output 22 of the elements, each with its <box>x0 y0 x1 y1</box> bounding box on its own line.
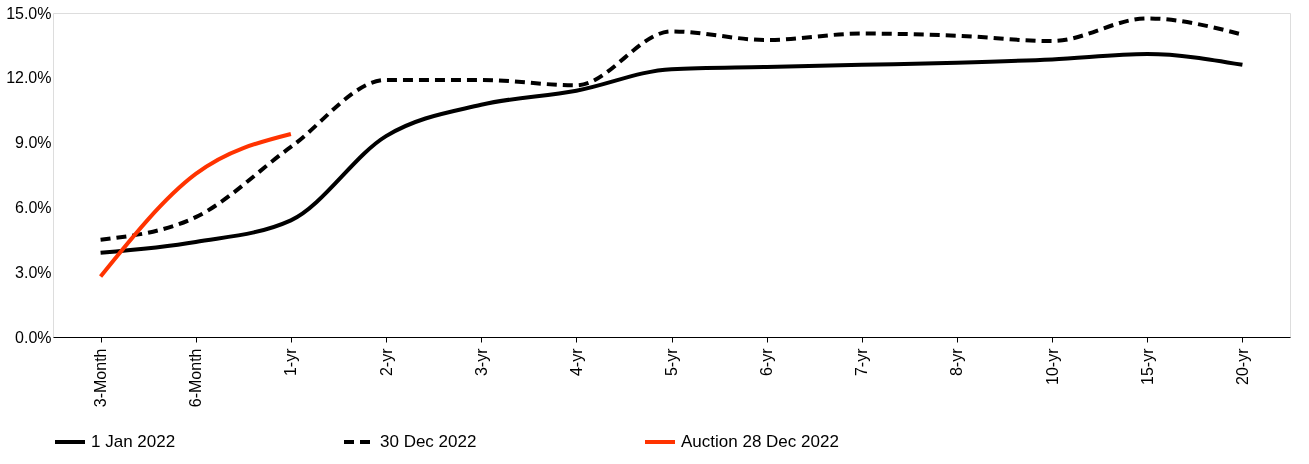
x-tick-label: 2-yr <box>377 347 395 377</box>
legend-label: Auction 28 Dec 2022 <box>681 432 839 451</box>
y-tick-label: 3.0% <box>15 263 52 281</box>
y-tick-label: 0.0% <box>15 328 52 346</box>
x-tick-label: 3-Month <box>92 348 110 408</box>
x-tick-label: 6-Month <box>187 348 205 408</box>
x-tick-label: 20-yr <box>1233 347 1251 385</box>
legend-label: 1 Jan 2022 <box>91 432 176 451</box>
x-tick-label: 15-yr <box>1138 347 1156 385</box>
x-tick-label: 4-yr <box>567 347 585 377</box>
x-tick-label: 5-yr <box>663 347 680 377</box>
x-tick-label: 6-yr <box>758 347 776 377</box>
x-tick-label: 10-yr <box>1043 347 1061 385</box>
x-tick-label: 8-yr <box>948 347 966 377</box>
y-tick-label: 12.0% <box>6 69 52 87</box>
y-tick-label: 6.0% <box>15 198 52 216</box>
x-tick-label: 1-yr <box>282 347 300 377</box>
x-tick-label: 7-yr <box>853 347 871 377</box>
y-tick-label: 15.0% <box>6 4 52 22</box>
y-tick-label: 9.0% <box>15 134 52 152</box>
legend-label: 30 Dec 2022 <box>380 432 477 451</box>
x-tick-label: 3-yr <box>472 347 490 377</box>
